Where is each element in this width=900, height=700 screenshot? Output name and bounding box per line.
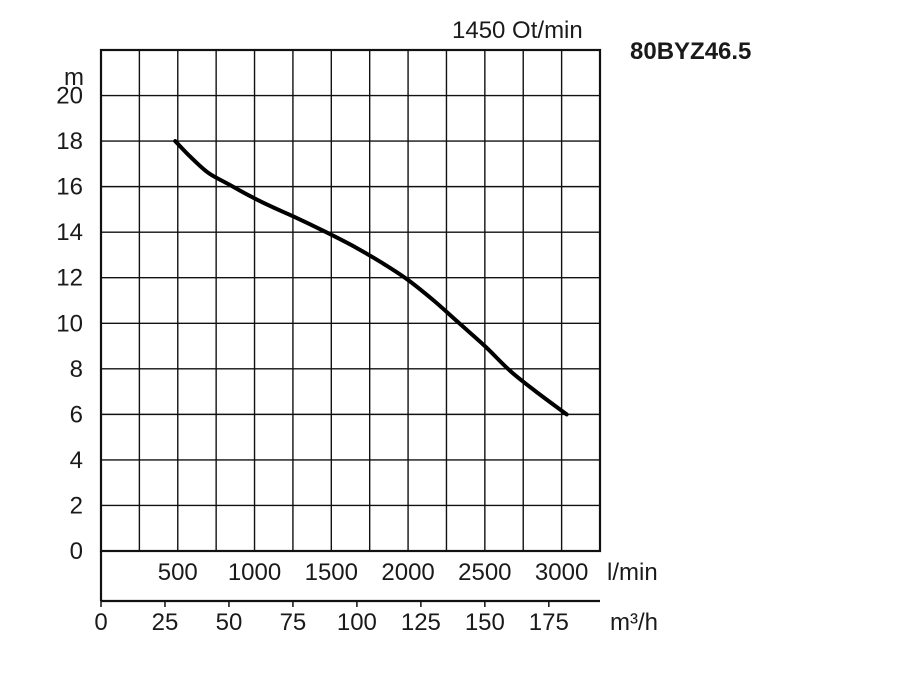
lmin-tick-label: 1000 [228,559,281,586]
lmin-tick-label: 500 [158,559,198,586]
lmin-axis-label: l/min [607,559,658,586]
y-tick-label: 18 [56,128,83,155]
lmin-tick-label: 2500 [458,559,511,586]
grid-lines [101,50,600,551]
lmin-tick-label: 1500 [305,559,358,586]
m3h-axis-ticks: 0 25 50 75 100 125 150 175 [94,601,569,636]
plot-border [99,48,602,553]
performance-curve [173,139,569,417]
chart-title: 80BYZ46.5 [630,38,751,65]
y-tick-label: 0 [70,538,83,565]
y-tick-label: 2 [70,492,83,519]
y-tick-label: 4 [70,447,83,474]
m3h-tick-label: 100 [337,609,377,636]
m3h-tick-label: 150 [465,609,505,636]
y-tick-label: 14 [56,219,83,246]
y-tick-label: 8 [70,356,83,383]
y-tick-label: 16 [56,174,83,201]
m3h-tick-label: 175 [529,609,569,636]
y-tick-label: 6 [70,401,83,428]
m3h-tick-label: 50 [216,609,243,636]
m3h-tick-label: 125 [401,609,441,636]
m3h-tick-label: 75 [280,609,307,636]
plot-frame [99,48,602,603]
y-tick-label: 10 [56,310,83,337]
lmin-tick-label: 3000 [535,559,588,586]
m3h-axis-label: m³/h [610,609,658,636]
m3h-tick-label: 25 [152,609,179,636]
y-tick-label: 20 [56,83,83,110]
y-axis-ticks: 0 2 4 6 8 10 12 14 16 18 20 [56,83,83,565]
lmin-tick-label: 2000 [381,559,434,586]
lmin-axis-ticks: 500 1000 1500 2000 2500 3000 [158,559,589,586]
speed-label: 1450 Ot/min [452,17,583,44]
y-tick-label: 12 [56,265,83,292]
m3h-tick-label: 0 [94,609,107,636]
y-axis-label: m [64,64,84,91]
curve-layer [173,139,569,417]
